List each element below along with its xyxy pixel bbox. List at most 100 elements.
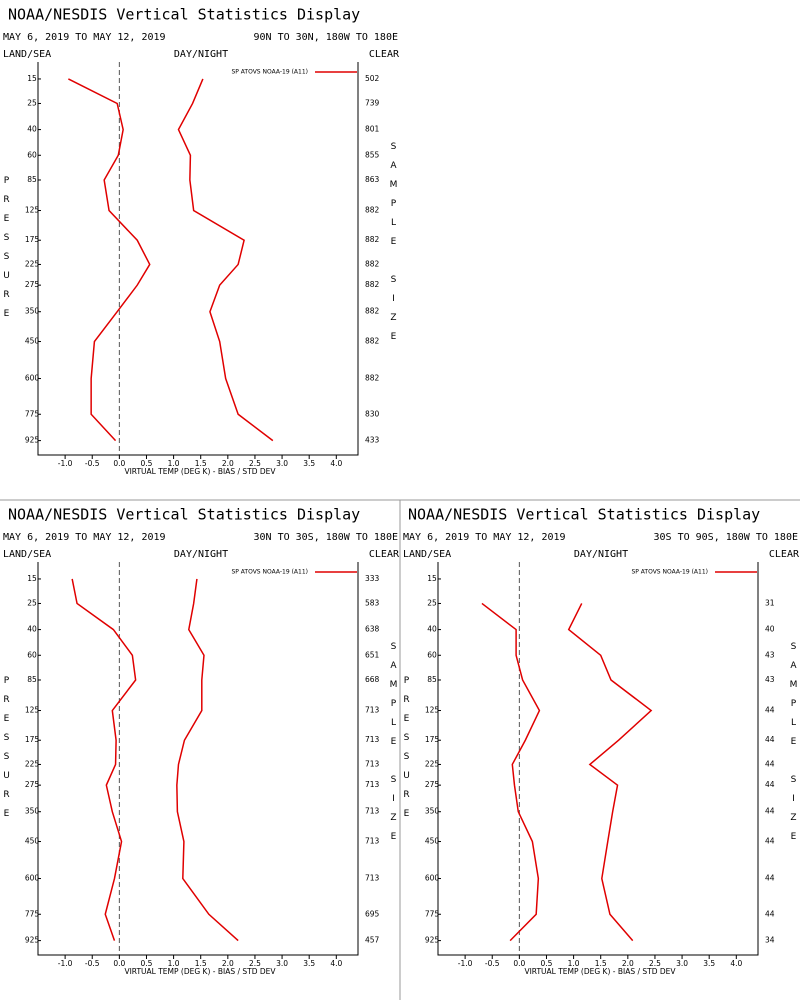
bias-line [71, 578, 137, 941]
sample-size-label: 43 [765, 675, 775, 684]
x-tick-label: 0.5 [141, 959, 153, 968]
y-tick-label: 600 [25, 374, 40, 383]
date-range: MAY 6, 2019 TO MAY 12, 2019 [3, 32, 166, 43]
x-tick-label: 1.5 [195, 459, 207, 468]
x-tick-label: 1.0 [168, 959, 180, 968]
chart-title: NOAA/NESDIS Vertical Statistics Display [8, 506, 360, 524]
y-tick-label: 450 [425, 837, 440, 846]
y-tick-label: 25 [27, 98, 37, 107]
std-dev-line [176, 578, 239, 942]
x-tick-label: -1.0 [58, 959, 73, 968]
y-tick-label: 175 [25, 235, 40, 244]
sample-size-label: 713 [365, 735, 380, 744]
sample-size-label: 882 [365, 337, 380, 346]
y-tick-label: 450 [25, 837, 40, 846]
sample-size-label: 882 [365, 235, 380, 244]
sample-size-label: 44 [765, 780, 775, 789]
x-tick-label: 1.0 [168, 459, 180, 468]
y-tick-label: 40 [27, 625, 37, 634]
chart-panel: NOAA/NESDIS Vertical Statistics Display M… [2, 506, 400, 977]
y-tick-label: 225 [425, 759, 440, 768]
sample-size-label: 40 [765, 625, 775, 634]
legend-label: SP ATOVS NOAA-19 (A11) [631, 569, 708, 576]
x-tick-label: 3.5 [303, 459, 315, 468]
y-tick-label: 60 [427, 650, 437, 659]
y-tick-label: 925 [25, 436, 40, 445]
sample-size-label: 713 [365, 874, 380, 883]
sample-size-label: 651 [365, 650, 380, 659]
y-axis-title: PRESSURE [402, 676, 412, 828]
surface-label: LAND/SEA [3, 549, 51, 560]
x-tick-label: -1.0 [58, 459, 73, 468]
legend-label: SP ATOVS NOAA-19 (A11) [231, 69, 308, 76]
x-tick-label: 3.5 [303, 959, 315, 968]
y-tick-label: 275 [425, 780, 440, 789]
sample-size-label: 855 [365, 150, 380, 159]
legend-label: SP ATOVS NOAA-19 (A11) [231, 569, 308, 576]
x-tick-label: 4.0 [330, 459, 342, 468]
y2-axis-title: SAMPLE SIZE [789, 642, 799, 851]
x-tick-label: 1.5 [595, 959, 607, 968]
x-tick-label: 2.5 [249, 459, 261, 468]
sample-size-label: 457 [365, 936, 380, 945]
sample-size-label: 583 [365, 598, 380, 607]
x-tick-label: -0.5 [485, 959, 500, 968]
sample-size-label: 830 [365, 409, 380, 418]
surface-label: LAND/SEA [3, 49, 51, 60]
sample-size-label: 739 [365, 98, 380, 107]
region: 30N TO 30S, 180W TO 180E [254, 532, 399, 543]
y-tick-label: 15 [427, 574, 437, 583]
sample-size-label: 34 [765, 936, 775, 945]
y-tick-label: 25 [27, 598, 37, 607]
y2-axis-title: SAMPLE SIZE [389, 642, 399, 851]
sample-size-label: 43 [765, 650, 775, 659]
chart-title: NOAA/NESDIS Vertical Statistics Display [8, 6, 360, 24]
time-label: DAY/NIGHT [174, 49, 228, 60]
sample-size-label: 863 [365, 175, 380, 184]
surface-label: LAND/SEA [403, 549, 451, 560]
x-tick-label: 0.5 [541, 959, 553, 968]
sample-size-label: 502 [365, 74, 380, 83]
sample-size-label: 333 [365, 574, 380, 583]
y-tick-label: 15 [27, 74, 37, 83]
time-label: DAY/NIGHT [574, 549, 628, 560]
y-tick-label: 225 [25, 759, 40, 768]
y-tick-label: 25 [427, 598, 437, 607]
sample-size-label: 695 [365, 909, 380, 918]
sample-size-label: 44 [765, 735, 775, 744]
region: 30S TO 90S, 180W TO 180E [654, 532, 799, 543]
y-tick-label: 15 [27, 574, 37, 583]
x-tick-label: 0.5 [141, 459, 153, 468]
x-tick-label: 2.5 [249, 959, 261, 968]
sample-size-label: 668 [365, 675, 380, 684]
sample-size-label: 44 [765, 874, 775, 883]
y-tick-label: 600 [425, 874, 440, 883]
sample-size-label: 713 [365, 807, 380, 816]
x-tick-label: 3.0 [676, 959, 688, 968]
sky-label: CLEAR [369, 49, 400, 60]
x-tick-label: 0.0 [113, 959, 125, 968]
bias-line [68, 78, 151, 442]
x-tick-label: -0.5 [85, 959, 100, 968]
bias-line [481, 602, 541, 942]
x-tick-label: 3.0 [276, 959, 288, 968]
sample-size-label: 31 [765, 598, 775, 607]
y-tick-label: 40 [27, 125, 37, 134]
x-tick-label: 2.5 [649, 959, 661, 968]
sample-size-label: 882 [365, 259, 380, 268]
sample-size-label: 638 [365, 625, 380, 634]
y-tick-label: 450 [25, 337, 40, 346]
std-dev-line [567, 603, 653, 942]
sample-size-label: 44 [765, 706, 775, 715]
plot-frame [37, 562, 359, 956]
sample-size-label: 44 [765, 909, 775, 918]
x-tick-label: -1.0 [458, 959, 473, 968]
sample-size-label: 44 [765, 807, 775, 816]
sample-size-label: 801 [365, 125, 380, 134]
x-tick-label: 4.0 [330, 959, 342, 968]
plot-frame [437, 562, 759, 956]
y-tick-label: 225 [25, 259, 40, 268]
x-axis-title: VIRTUAL TEMP (DEG K) - BIAS / STD DEV [524, 967, 676, 976]
plot-frame [37, 62, 359, 456]
y-tick-label: 925 [25, 936, 40, 945]
